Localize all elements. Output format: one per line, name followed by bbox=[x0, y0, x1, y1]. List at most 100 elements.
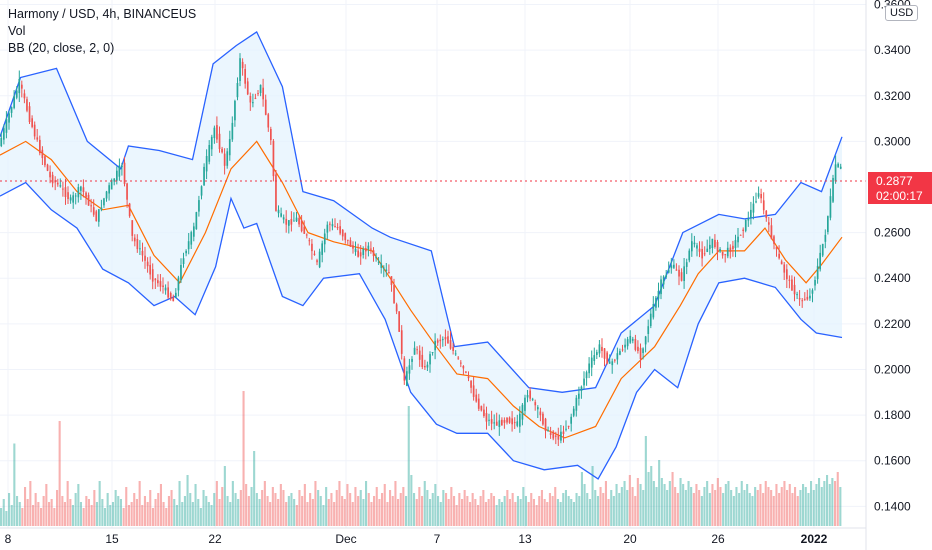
candle-body bbox=[778, 253, 780, 259]
candle-body bbox=[603, 348, 606, 359]
volume-bar bbox=[274, 493, 277, 526]
volume-bar bbox=[383, 484, 386, 526]
candle-body bbox=[714, 239, 716, 247]
volume-bar bbox=[628, 475, 631, 526]
candle-body bbox=[41, 149, 44, 159]
candle-body bbox=[649, 313, 652, 326]
volume-bar bbox=[461, 499, 464, 526]
volume-bar bbox=[439, 502, 442, 526]
volume-bar bbox=[343, 499, 346, 526]
volume-bar bbox=[663, 484, 666, 526]
candle-body bbox=[688, 250, 691, 261]
candle-body bbox=[508, 417, 511, 423]
candle-body bbox=[431, 352, 434, 353]
volume-bar bbox=[564, 490, 567, 526]
volume-bar bbox=[317, 490, 320, 526]
candle-body bbox=[185, 250, 187, 254]
volume-bar bbox=[418, 487, 421, 526]
candle-body bbox=[8, 113, 10, 123]
candle-body bbox=[765, 210, 768, 219]
volume-bar bbox=[522, 487, 525, 526]
volume-bar bbox=[402, 487, 405, 526]
candle-body bbox=[210, 136, 213, 150]
volume-bar bbox=[623, 481, 626, 526]
volume-bar bbox=[823, 481, 826, 526]
candle-body bbox=[744, 219, 747, 231]
volume-bar bbox=[85, 496, 88, 526]
candle-body bbox=[177, 277, 180, 291]
volume-bar bbox=[306, 502, 309, 526]
volume-bar bbox=[551, 496, 554, 526]
symbol-title[interactable]: Harmony / USD, 4h, BINANCEUS bbox=[8, 7, 197, 21]
candle-body bbox=[157, 280, 159, 284]
volume-bar bbox=[548, 493, 551, 526]
candle-body bbox=[590, 357, 593, 368]
volume-bar bbox=[636, 478, 639, 526]
volume-bar bbox=[519, 499, 522, 526]
candle-body bbox=[757, 193, 760, 197]
candle-body bbox=[511, 418, 513, 425]
price-axis[interactable]: 0.36000.34000.32000.30000.26000.24000.22… bbox=[874, 0, 911, 513]
candle-body bbox=[621, 349, 624, 351]
candle-body bbox=[424, 366, 426, 368]
volume-bar bbox=[650, 466, 653, 526]
candle-body bbox=[270, 129, 272, 141]
time-axis[interactable]: 8 15 22 Dec 7 13 20 26 2022 bbox=[5, 532, 828, 546]
volume-bar bbox=[692, 493, 695, 526]
candle-body bbox=[82, 187, 85, 192]
currency-badge[interactable]: USD bbox=[885, 5, 919, 21]
volume-bar bbox=[780, 487, 783, 526]
candle-body bbox=[732, 245, 734, 250]
volume-bar bbox=[562, 493, 565, 526]
candle-body bbox=[200, 186, 203, 196]
volume-bar bbox=[746, 484, 749, 526]
volume-bar bbox=[63, 502, 66, 526]
candle-body bbox=[662, 276, 665, 285]
candle-body bbox=[336, 227, 339, 229]
volume-bar bbox=[333, 502, 336, 526]
volume-bar bbox=[199, 508, 202, 526]
candle-body bbox=[226, 151, 229, 166]
volume-bar bbox=[554, 487, 557, 526]
candle-body bbox=[542, 413, 544, 425]
volume-bar bbox=[474, 499, 477, 526]
candle-body bbox=[321, 243, 323, 255]
volume-bar bbox=[359, 490, 362, 526]
candle-body bbox=[87, 194, 90, 206]
volume-bar bbox=[42, 496, 45, 526]
volume-bar bbox=[221, 487, 224, 526]
volume-bar bbox=[365, 481, 368, 526]
candle-body bbox=[498, 420, 501, 427]
candle-body bbox=[359, 252, 362, 257]
volume-bar bbox=[495, 505, 498, 526]
candle-body bbox=[501, 419, 503, 426]
candle-body bbox=[552, 431, 555, 439]
volume-bar bbox=[802, 484, 805, 526]
candle-body bbox=[418, 350, 421, 360]
volume-bar bbox=[143, 496, 146, 526]
candle-body bbox=[121, 165, 123, 168]
volume-bar bbox=[138, 481, 141, 526]
candle-body bbox=[467, 376, 470, 379]
candle-body bbox=[750, 209, 752, 218]
volume-bar bbox=[173, 499, 176, 526]
candle-body bbox=[752, 203, 755, 213]
volume-bar bbox=[490, 493, 493, 526]
volume-bar bbox=[394, 481, 397, 526]
bb-indicator-label[interactable]: BB (20, close, 2, 0) bbox=[8, 41, 115, 55]
candle-body bbox=[565, 428, 567, 430]
candle-body bbox=[56, 182, 59, 185]
volume-bar bbox=[330, 493, 333, 526]
volume-bar bbox=[639, 484, 642, 526]
candle-body bbox=[816, 265, 819, 280]
volume-bar bbox=[740, 481, 743, 526]
volume-bar bbox=[322, 505, 325, 526]
volume-bar bbox=[660, 478, 663, 526]
candle-body bbox=[77, 187, 80, 198]
volume-bar bbox=[775, 484, 778, 526]
volume-bar bbox=[471, 493, 474, 526]
volume-bar bbox=[87, 499, 90, 526]
volume-bar bbox=[266, 496, 269, 526]
volume-indicator-label[interactable]: Vol bbox=[8, 24, 26, 38]
